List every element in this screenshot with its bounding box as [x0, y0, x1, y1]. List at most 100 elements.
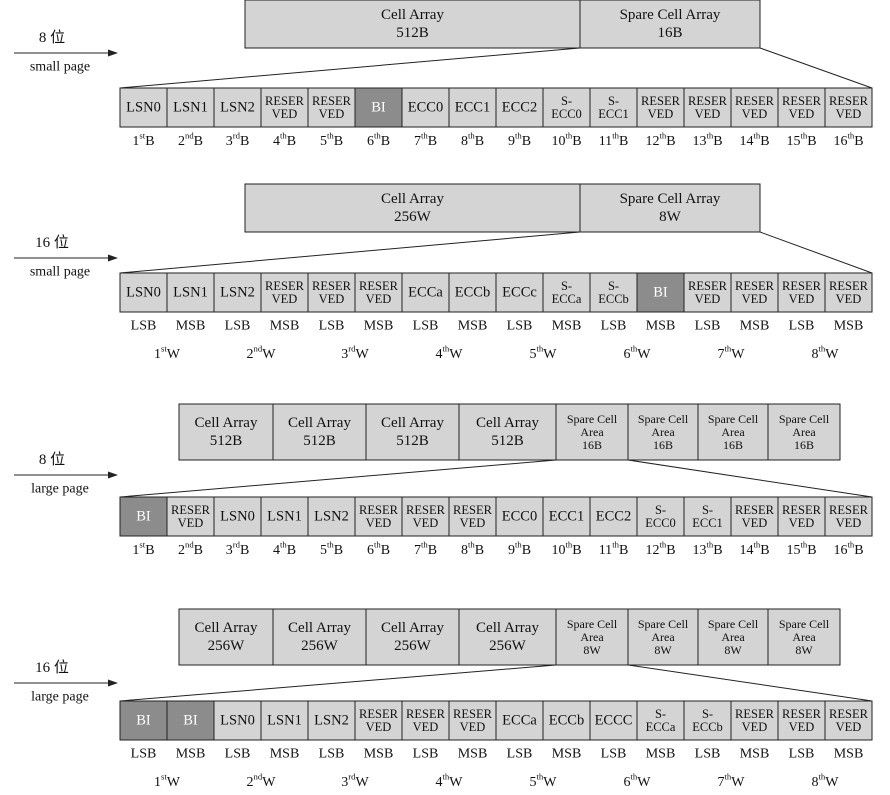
side-label: 8 位 large page — [14, 451, 118, 497]
spare-cell-text: RESER — [829, 94, 869, 108]
lsb-msb-label: MSB — [458, 747, 488, 762]
top-cell-text: 512B — [210, 433, 243, 449]
lsb-msb-label: MSB — [834, 747, 864, 762]
byte-label: 5thB — [320, 540, 343, 558]
spare-cell-text: VED — [789, 292, 815, 306]
lsb-msb-label: LSB — [225, 319, 251, 334]
lsb-msb-label: LSB — [319, 319, 345, 334]
spare-cell — [401, 700, 450, 741]
spare-cell-text: BI — [653, 285, 668, 301]
top-cell — [272, 403, 367, 461]
spare-cell-text: VED — [695, 107, 721, 121]
word-label: 6thW — [624, 772, 652, 790]
top-cell — [767, 403, 841, 461]
byte-label: 10thB — [551, 540, 581, 558]
top-cell-text: Cell Array — [195, 620, 258, 636]
top-cell-text: 8W — [583, 643, 601, 657]
spare-cell-text: LSN1 — [267, 509, 302, 525]
top-array: Cell Array 512B Spare Cell Array 16B — [244, 0, 761, 49]
spare-cell-text: VED — [413, 516, 439, 530]
top-cell — [178, 608, 274, 666]
spare-cell — [824, 87, 873, 128]
spare-cell-text: ECCb — [549, 713, 584, 729]
word-label: 7thW — [718, 344, 746, 362]
word-label: 2ndW — [247, 772, 277, 790]
top-cell-text: 512B — [396, 25, 429, 41]
lsb-msb-label: MSB — [552, 319, 582, 334]
spare-cell-text: S- — [702, 707, 713, 721]
spare-cell-text: ECC0 — [502, 509, 537, 525]
top-cell-text: 256W — [394, 209, 432, 225]
spare-cell-text: RESER — [688, 279, 728, 293]
spare-cell-text: ECC1 — [692, 516, 723, 530]
spare-cell-text: RESER — [735, 279, 775, 293]
word-label: 1stW — [154, 344, 181, 362]
top-cell — [365, 403, 460, 461]
lsb-msb-label: LSB — [225, 747, 251, 762]
spare-cell-text: ECC0 — [408, 100, 443, 116]
spare-cell-text: LSN1 — [267, 713, 302, 729]
spare-cell-text: S- — [655, 503, 666, 517]
spare-cell-text: VED — [460, 516, 486, 530]
spare-cell-text: ECC2 — [502, 100, 537, 116]
spare-cell-text: LSN2 — [314, 713, 349, 729]
spare-cell-text: VED — [366, 720, 392, 734]
top-cell-text: 512B — [303, 433, 336, 449]
spare-cell-text: RESER — [829, 279, 869, 293]
byte-label: 2ndB — [178, 131, 203, 149]
spare-cell — [401, 496, 450, 537]
lsb-msb-label: LSB — [413, 319, 439, 334]
spare-cell-text: S- — [561, 94, 572, 108]
top-cell — [697, 403, 769, 461]
spare-cell-text: S- — [655, 707, 666, 721]
expand-line-left — [119, 459, 557, 498]
top-cell — [627, 608, 699, 666]
side-label-subtitle: small page — [30, 265, 90, 280]
spare-cell-text: RESER — [265, 279, 305, 293]
top-cell-text: Cell Array — [381, 415, 444, 431]
byte-label: 1stB — [132, 540, 154, 558]
top-cell-text: Spare Cell — [567, 617, 618, 631]
top-cell-text: 256W — [301, 638, 339, 654]
spare-cell-text: LSN0 — [126, 100, 161, 116]
spare-cell — [589, 272, 638, 313]
spare-cell-text: VED — [366, 516, 392, 530]
spare-cell-text: ECC1 — [549, 509, 584, 525]
top-cell — [627, 403, 699, 461]
spare-row-frame — [119, 700, 873, 741]
top-cell-text: Cell Array — [288, 620, 351, 636]
spare-cell-text: ECCb — [455, 285, 490, 301]
lsb-msb-label: LSB — [695, 319, 721, 334]
top-cell-text: Cell Array — [381, 7, 444, 23]
byte-label: 15thB — [786, 131, 816, 149]
lsb-msb-label: LSB — [131, 747, 157, 762]
byte-label: 6thB — [367, 131, 390, 149]
lsb-msb-label: MSB — [270, 747, 300, 762]
top-array: Cell Array 512B Cell Array 512B Cell Array 51… — [178, 403, 841, 461]
word-label: 6thW — [624, 344, 652, 362]
spare-cell-text: VED — [742, 107, 768, 121]
expand-line-right — [759, 47, 873, 89]
spare-cell-text: VED — [366, 292, 392, 306]
spare-cell-text: VED — [836, 107, 862, 121]
byte-label: 11thB — [599, 131, 629, 149]
top-cell-text: 8W — [659, 209, 682, 225]
byte-label: 13thB — [692, 540, 722, 558]
spare-cell-text: VED — [789, 720, 815, 734]
spare-cell-text: LSN1 — [173, 100, 208, 116]
spare-cell-text: VED — [789, 107, 815, 121]
word-label: 1stW — [154, 772, 181, 790]
spare-cell-text: ECCb — [692, 720, 723, 734]
spare-cell-text: VED — [319, 107, 345, 121]
byte-label: 4thB — [273, 540, 296, 558]
spare-cell-text: ECC0 — [551, 107, 582, 121]
top-cell-text: 16B — [582, 438, 602, 452]
top-cell — [458, 403, 557, 461]
spare-cell — [495, 272, 544, 313]
spare-cell-text: BI — [183, 713, 198, 729]
spare-cell-text: VED — [272, 292, 298, 306]
byte-label: 7thB — [414, 131, 437, 149]
top-cell-text: Cell Array — [476, 620, 539, 636]
